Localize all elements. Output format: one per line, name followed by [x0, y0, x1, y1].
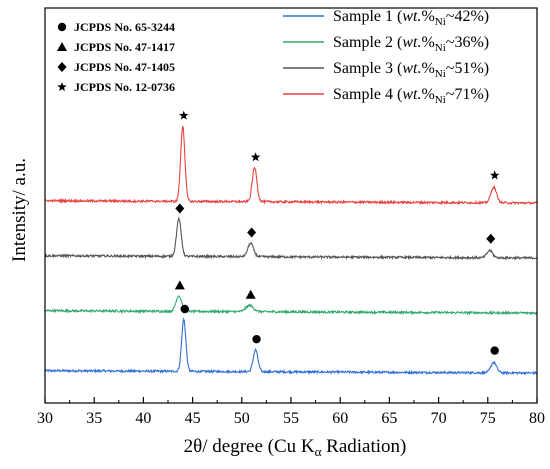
circle-marker	[490, 346, 499, 355]
circle-marker	[180, 304, 189, 314]
reference-legend-label: JCPDS No. 65-3244	[74, 20, 175, 34]
x-tick-label: 75	[480, 410, 496, 427]
x-axis-label: 2θ/ degree (Cu Kα Radiation)	[184, 436, 407, 459]
x-axis-label-tail: Radiation)	[321, 436, 406, 457]
star-marker	[489, 170, 500, 180]
series-line	[44, 216, 538, 261]
diamond-marker	[175, 203, 185, 214]
x-axis-label-subscript: α	[315, 444, 322, 459]
legend-label: Sample 3 (wt.%Ni~51%)	[333, 60, 489, 80]
legend-label: Sample 1 (wt.%Ni~42%)	[333, 8, 489, 28]
y-axis-label: Intensity/ a.u.	[9, 158, 30, 262]
legend-label: Sample 4 (wt.%Ni~71%)	[333, 86, 489, 106]
x-tick-label: 30	[37, 410, 53, 427]
x-axis: 30 35 40 45 50 55 60 65 70 75 80	[37, 397, 545, 427]
circle-marker	[57, 22, 67, 32]
reference-legend-label: JCPDS No. 12-0736	[74, 80, 175, 94]
diamond-marker	[486, 233, 496, 244]
triangle-marker	[174, 280, 185, 290]
reference-legend-label: JCPDS No. 47-1405	[74, 60, 175, 74]
reference-legend: JCPDS No. 65-3244 JCPDS No. 47-1417 JCPDS …	[57, 20, 175, 94]
triangle-marker	[57, 42, 67, 51]
star-marker	[250, 152, 261, 162]
reference-legend-label: JCPDS No. 47-1417	[74, 40, 175, 54]
diamond-marker	[57, 62, 67, 72]
star-marker	[57, 82, 67, 92]
x-tick-label: 55	[283, 410, 299, 427]
x-tick-label: 65	[381, 410, 397, 427]
x-tick-label: 45	[185, 410, 201, 427]
x-tick-label: 50	[234, 410, 250, 427]
peak-markers	[174, 110, 500, 355]
x-tick-label: 80	[529, 410, 545, 427]
series-line	[44, 317, 538, 376]
series-line	[44, 125, 538, 206]
x-tick-label: 70	[431, 410, 447, 427]
series-group	[44, 125, 538, 376]
diamond-marker	[247, 227, 257, 238]
x-axis-label-main: 2θ/ degree (Cu K	[184, 436, 315, 457]
star-marker	[179, 110, 189, 120]
x-tick-label: 35	[86, 410, 102, 427]
legend-label: Sample 2 (wt.%Ni~36%)	[333, 34, 489, 54]
series-line	[44, 295, 538, 316]
circle-marker	[252, 334, 261, 344]
x-tick-label: 60	[332, 410, 348, 427]
sample-legend: Sample 1 (wt.%Ni~42%) Sample 2 (wt.%Ni~36…	[283, 8, 489, 106]
x-tick-label: 40	[135, 410, 151, 427]
triangle-marker	[245, 289, 256, 299]
